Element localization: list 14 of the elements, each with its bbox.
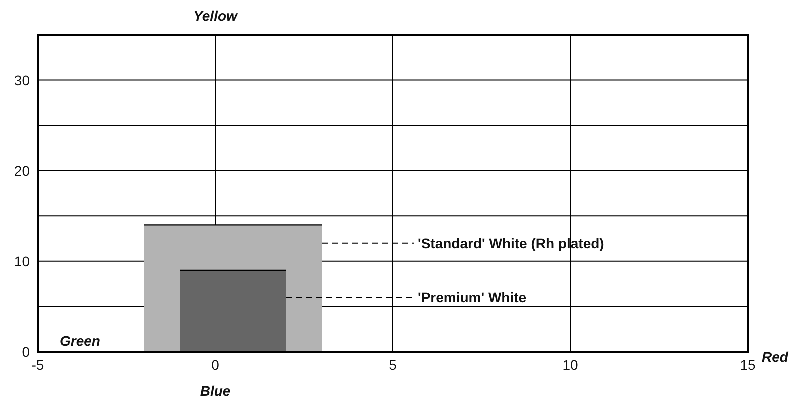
y-tick-label: 10 [14, 253, 30, 270]
x-tick-label: 5 [389, 356, 398, 373]
x-tick-label: -5 [32, 356, 44, 373]
text: Yellow [194, 8, 239, 24]
x-tick-label: 0 [212, 356, 220, 373]
x-tick-label: 10 [562, 356, 578, 373]
annotation: 'Premium' White [418, 290, 527, 306]
y-tick-label: 20 [14, 162, 30, 179]
text: Blue [200, 383, 231, 399]
x-tick-label: 15 [740, 356, 756, 373]
y-tick-label: 30 [14, 72, 30, 88]
text: Red [762, 349, 789, 365]
annotation: Green [60, 333, 100, 349]
y-tick-label: 0 [22, 344, 30, 360]
